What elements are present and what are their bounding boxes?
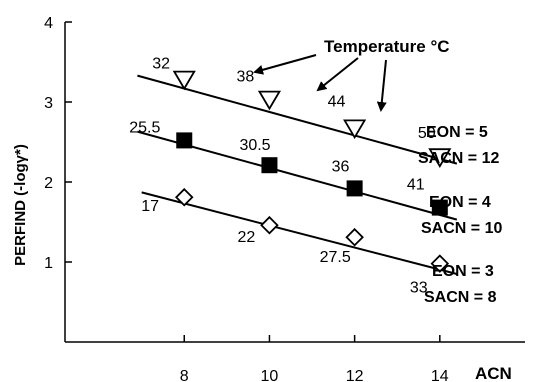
data-point-diamond [430,254,450,273]
data-point-diamond [260,215,279,235]
data-point-triangle [343,119,367,140]
series-labels: EON = 5 SACN = 12 EON = 4 SACN = 10 EON = 3 S… [418,124,502,306]
fit-line-3 [141,191,458,275]
y-tick-label: 1 [44,255,53,272]
x-tick-label: 12 [346,368,364,382]
temperature-annotation: Temperature °C [253,37,450,112]
fit-line-1 [137,74,458,165]
data-point-diamond [174,187,194,207]
temperature-label: 30.5 [239,137,270,154]
data-point-triangle [257,90,282,111]
temperature-label: 38 [236,69,254,86]
series-label-line: EON = 4 [429,194,491,211]
data-point-diamond [345,227,364,247]
temperature-label: 41 [407,177,425,194]
data-point-square [346,180,363,197]
x-tick-label: 14 [431,368,449,382]
temperature-label: 33 [410,280,428,297]
y-tick-label: 3 [44,95,53,112]
temperature-label: 44 [328,93,346,110]
temperature-label: 22 [237,229,255,246]
fit-lines [137,74,458,275]
data-point-square [176,132,193,149]
series-label-line: SACN = 10 [421,220,502,237]
series-label-line: EON = 5 [426,124,488,141]
temperature-label: 32 [152,56,170,73]
annotation-arrow [253,54,317,75]
series-label-line: EON = 3 [432,263,494,280]
data-point-square [431,199,448,216]
temperature-label: 50 [418,125,436,142]
temperature-label: 25.5 [129,119,160,136]
annotation-arrow [316,57,359,92]
data-point-square [261,157,278,174]
temperature-labels: 32 38 44 50 25.5 30.5 36 41 17 22 27.5 33 [129,56,435,297]
series-label-line: SACN = 12 [418,150,499,167]
x-tick-label: 8 [180,368,189,382]
temperature-label: 17 [141,198,159,215]
y-tick-label: 4 [44,15,53,32]
temperature-annotation-label: Temperature °C [324,37,450,56]
series-label-line: SACN = 8 [424,289,497,306]
tick-marks [65,21,441,342]
data-point-triangle [172,70,196,91]
x-tick-label: 10 [261,368,279,382]
temperature-label: 27.5 [320,249,351,266]
data-points [172,70,452,273]
y-tick-label: 2 [44,175,53,192]
annotation-arrow [376,59,387,112]
temperature-label: 36 [332,158,350,175]
data-point-triangle [428,148,452,168]
y-axis-label: PERFIND (-logγ*) [12,144,29,266]
x-axis-label: ACN [475,364,512,382]
